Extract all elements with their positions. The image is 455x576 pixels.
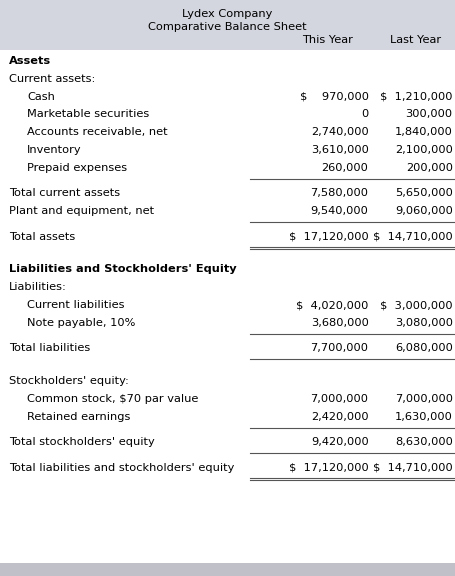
Text: This Year: This Year: [302, 35, 353, 44]
Text: 3,080,000: 3,080,000: [395, 318, 453, 328]
Bar: [0, 0, 455, 50]
Text: Current liabilities: Current liabilities: [27, 300, 125, 310]
Text: Retained earnings: Retained earnings: [27, 412, 131, 422]
Text: Total liabilities: Total liabilities: [9, 343, 91, 353]
Text: Current assets:: Current assets:: [9, 74, 96, 84]
Text: 9,540,000: 9,540,000: [311, 206, 369, 216]
Text: 200,000: 200,000: [406, 163, 453, 173]
Text: Inventory: Inventory: [27, 145, 82, 155]
Text: Common stock, $70 par value: Common stock, $70 par value: [27, 394, 199, 404]
Text: $  17,120,000: $ 17,120,000: [289, 463, 369, 472]
Text: 8,630,000: 8,630,000: [395, 437, 453, 447]
Text: Lydex Company: Lydex Company: [182, 9, 273, 19]
Text: 1,630,000: 1,630,000: [395, 412, 453, 422]
Text: Plant and equipment, net: Plant and equipment, net: [9, 206, 154, 216]
Text: $    970,000: $ 970,000: [299, 92, 369, 101]
Text: Total current assets: Total current assets: [9, 188, 120, 198]
Text: Cash: Cash: [27, 92, 55, 101]
Text: 7,000,000: 7,000,000: [311, 394, 369, 404]
Text: $  14,710,000: $ 14,710,000: [373, 463, 453, 472]
Text: 1,840,000: 1,840,000: [395, 127, 453, 137]
Text: Prepaid expenses: Prepaid expenses: [27, 163, 127, 173]
Bar: [0, 563, 455, 576]
Text: 9,060,000: 9,060,000: [395, 206, 453, 216]
Text: 2,420,000: 2,420,000: [311, 412, 369, 422]
Text: 2,740,000: 2,740,000: [311, 127, 369, 137]
Text: 7,580,000: 7,580,000: [311, 188, 369, 198]
Text: 5,650,000: 5,650,000: [395, 188, 453, 198]
Text: 260,000: 260,000: [322, 163, 369, 173]
Text: Liabilities:: Liabilities:: [9, 282, 67, 292]
Text: $  3,000,000: $ 3,000,000: [380, 300, 453, 310]
Text: 9,420,000: 9,420,000: [311, 437, 369, 447]
Text: 0: 0: [361, 109, 369, 119]
Text: Stockholders' equity:: Stockholders' equity:: [9, 376, 129, 386]
Text: 6,080,000: 6,080,000: [395, 343, 453, 353]
Text: $  1,210,000: $ 1,210,000: [380, 92, 453, 101]
Text: 7,700,000: 7,700,000: [311, 343, 369, 353]
Text: $  17,120,000: $ 17,120,000: [289, 232, 369, 241]
Text: 300,000: 300,000: [405, 109, 453, 119]
Text: $  14,710,000: $ 14,710,000: [373, 232, 453, 241]
Text: Assets: Assets: [9, 56, 51, 66]
Text: $  4,020,000: $ 4,020,000: [296, 300, 369, 310]
Text: Accounts receivable, net: Accounts receivable, net: [27, 127, 168, 137]
Text: Total assets: Total assets: [9, 232, 76, 241]
Text: 7,000,000: 7,000,000: [395, 394, 453, 404]
Text: Note payable, 10%: Note payable, 10%: [27, 318, 136, 328]
Text: Marketable securities: Marketable securities: [27, 109, 150, 119]
Text: 3,680,000: 3,680,000: [311, 318, 369, 328]
Text: 3,610,000: 3,610,000: [311, 145, 369, 155]
Text: Liabilities and Stockholders' Equity: Liabilities and Stockholders' Equity: [9, 264, 237, 274]
Text: Last Year: Last Year: [389, 35, 441, 44]
Text: Total liabilities and stockholders' equity: Total liabilities and stockholders' equi…: [9, 463, 234, 472]
Text: Comparative Balance Sheet: Comparative Balance Sheet: [148, 22, 307, 32]
Text: 2,100,000: 2,100,000: [395, 145, 453, 155]
Text: Total stockholders' equity: Total stockholders' equity: [9, 437, 155, 447]
